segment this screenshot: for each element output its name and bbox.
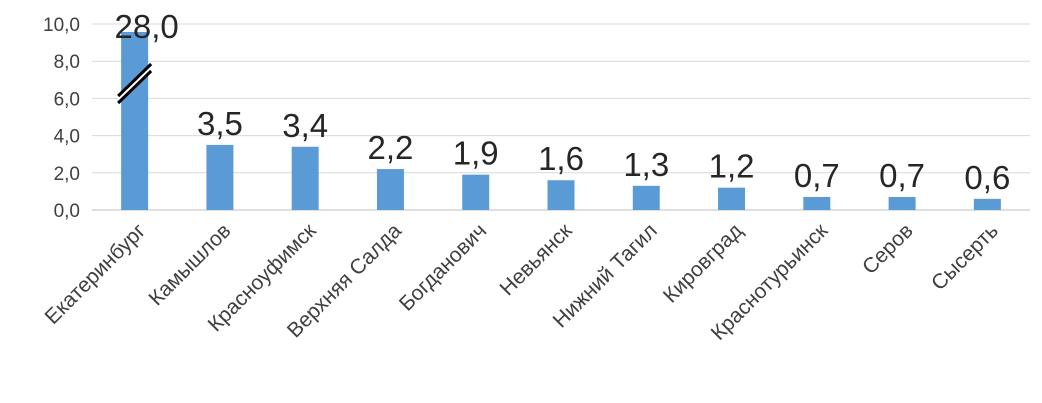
y-tick-label: 0,0 <box>54 201 80 222</box>
bar <box>547 180 575 210</box>
bar <box>206 144 234 210</box>
bar <box>291 146 319 210</box>
bar <box>376 169 404 210</box>
axis-break-line <box>117 69 153 105</box>
x-tick-label: Сысерть <box>927 219 1003 295</box>
data-label: 0,7 <box>794 157 840 194</box>
y-tick-label: 6,0 <box>54 89 80 110</box>
bar <box>632 185 660 210</box>
y-tick-label: 8,0 <box>54 52 80 73</box>
axis-break-line <box>117 62 153 98</box>
data-label: 1,9 <box>453 135 499 172</box>
data-label: 2,2 <box>368 129 414 166</box>
data-label: 1,2 <box>709 148 755 185</box>
bar <box>803 196 831 210</box>
bar <box>973 198 1001 210</box>
y-tick-label: 4,0 <box>54 127 80 148</box>
x-tick-label: Богданович <box>395 219 491 315</box>
data-label: 28,0 <box>115 8 179 45</box>
bar <box>718 187 746 210</box>
data-label: 0,6 <box>964 159 1010 196</box>
x-tick-label: Камышлов <box>144 219 235 310</box>
data-label: 3,4 <box>282 107 328 144</box>
bar <box>462 174 490 210</box>
x-tick-label: Невьянск <box>495 219 577 301</box>
data-label: 1,6 <box>538 140 584 177</box>
y-tick-label: 2,0 <box>54 164 80 185</box>
data-label: 0,7 <box>879 157 925 194</box>
x-tick-label: Кировград <box>659 219 747 307</box>
bar <box>888 196 916 210</box>
data-label: 3,5 <box>197 105 243 142</box>
bar <box>121 32 149 210</box>
x-tick-label: Екатеринбург <box>40 219 150 329</box>
y-tick-label: 10,0 <box>43 15 80 36</box>
x-tick-label: Серов <box>858 219 918 279</box>
data-label: 1,3 <box>623 146 669 183</box>
